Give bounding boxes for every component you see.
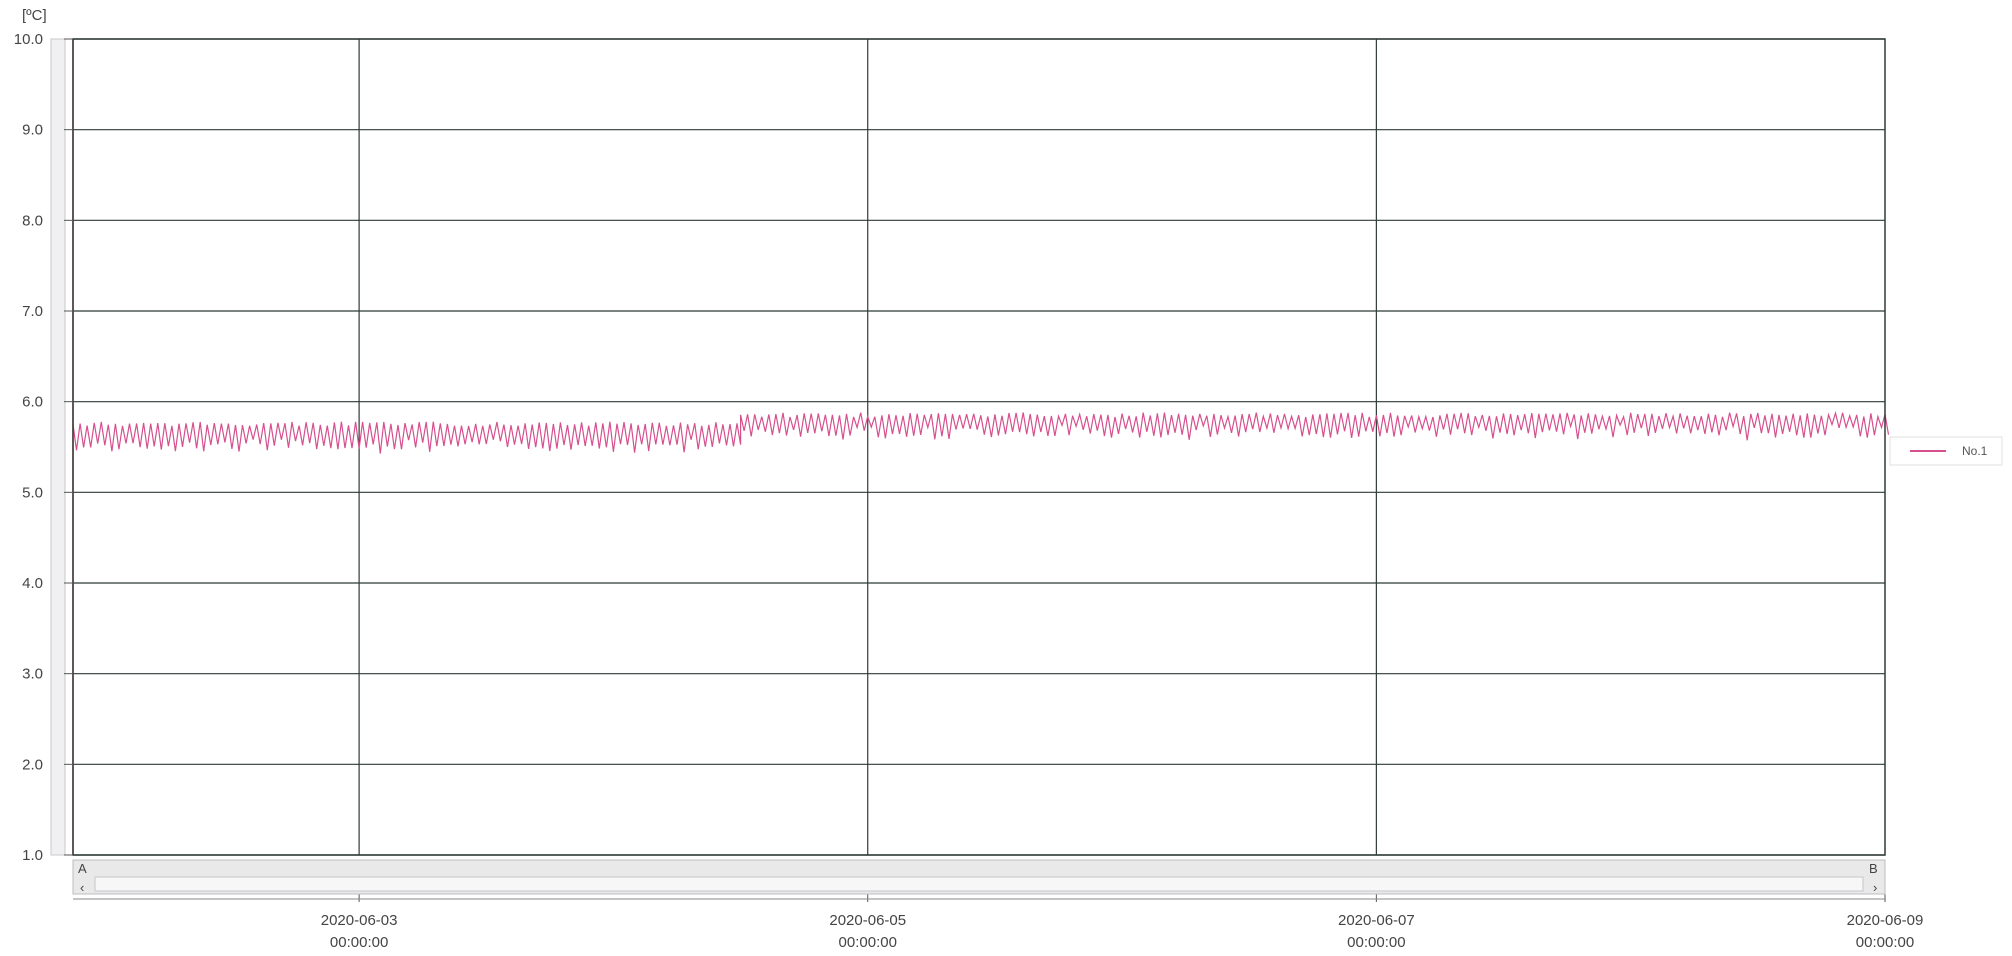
y-tick-label: 5.0 bbox=[22, 484, 43, 501]
legend[interactable]: No.1 bbox=[1889, 436, 2003, 466]
y-axis[interactable]: 10.0 9.0 8.0 7.0 6.0 5.0 4.0 3.0 2.0 1.0 bbox=[14, 31, 73, 864]
x-tick-time-label: 00:00:00 bbox=[1856, 934, 1914, 951]
horizontal-scrollbar[interactable]: A B ‹ › bbox=[72, 859, 1886, 895]
plot-area bbox=[72, 38, 1886, 856]
grid bbox=[50, 38, 1885, 856]
series-layer bbox=[72, 39, 1890, 855]
x-tick-date-label: 2020-06-09 bbox=[1847, 912, 1924, 929]
scrollbar-thumb[interactable] bbox=[94, 876, 1864, 892]
range-start-marker[interactable]: A bbox=[78, 861, 87, 876]
y-axis-unit-label: [ºC] bbox=[22, 7, 47, 24]
y-tick-label: 6.0 bbox=[22, 394, 43, 411]
legend-label: No.1 bbox=[1962, 444, 1988, 458]
y-tick-label: 8.0 bbox=[22, 212, 43, 229]
x-tick-date-label: 2020-06-07 bbox=[1338, 912, 1415, 929]
x-axis: 2020-06-03 00:00:00 2020-06-05 00:00:00 2020… bbox=[73, 894, 1923, 951]
x-tick-time-label: 00:00:00 bbox=[330, 934, 388, 951]
y-tick-label: 2.0 bbox=[22, 756, 43, 773]
x-tick-date-label: 2020-06-03 bbox=[321, 912, 398, 929]
series-line-no1 bbox=[72, 410, 1890, 454]
scroll-left-arrow-icon[interactable]: ‹ bbox=[80, 880, 84, 895]
y-tick-label: 10.0 bbox=[14, 31, 43, 48]
x-tick-time-label: 00:00:00 bbox=[839, 934, 897, 951]
y-tick-label: 9.0 bbox=[22, 122, 43, 139]
y-axis-scrollbar[interactable] bbox=[50, 38, 66, 856]
x-tick-date-label: 2020-06-05 bbox=[829, 912, 906, 929]
y-tick-label: 3.0 bbox=[22, 666, 43, 683]
y-tick-label: 7.0 bbox=[22, 303, 43, 320]
scroll-right-arrow-icon[interactable]: › bbox=[1873, 880, 1877, 895]
range-end-marker[interactable]: B bbox=[1869, 861, 1878, 876]
y-tick-label: 1.0 bbox=[22, 847, 43, 864]
x-tick-time-label: 00:00:00 bbox=[1347, 934, 1405, 951]
y-tick-label: 4.0 bbox=[22, 575, 43, 592]
